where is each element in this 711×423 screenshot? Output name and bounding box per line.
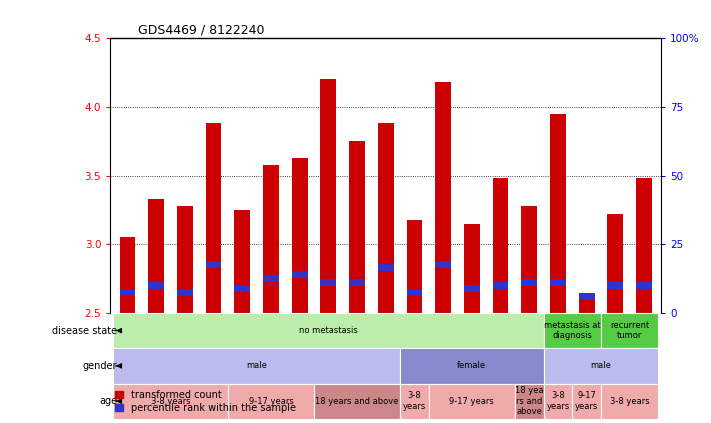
Text: 18 yea
rs and
above: 18 yea rs and above (515, 386, 543, 416)
Bar (119, 289, 135, 296)
Bar (400, 384, 429, 419)
Text: 9-17 years: 9-17 years (249, 397, 294, 406)
Bar (321, 79, 336, 313)
Bar (407, 220, 422, 313)
Text: disease state: disease state (52, 326, 117, 335)
Bar (205, 261, 221, 268)
Text: metastasis at
diagnosis: metastasis at diagnosis (544, 321, 601, 341)
Bar (464, 285, 480, 292)
Bar (544, 313, 601, 348)
Bar (429, 384, 515, 419)
Text: gender: gender (83, 361, 117, 371)
Bar (400, 348, 544, 384)
Text: age: age (100, 396, 117, 406)
Bar (521, 279, 537, 286)
Bar (148, 199, 164, 313)
Text: 3-8 years: 3-8 years (610, 397, 649, 406)
Bar (493, 179, 508, 313)
Bar (205, 124, 221, 313)
Text: 9-17
years: 9-17 years (575, 391, 598, 411)
Text: GDS4469 / 8122240: GDS4469 / 8122240 (138, 24, 264, 37)
Bar (544, 384, 572, 419)
Bar (601, 313, 658, 348)
Bar (579, 293, 594, 300)
Bar (601, 384, 658, 419)
Text: 3-8 years: 3-8 years (151, 397, 191, 406)
Bar (177, 206, 193, 313)
Text: recurrent
tumor: recurrent tumor (610, 321, 649, 341)
Text: 9-17 years: 9-17 years (449, 397, 494, 406)
Text: 18 years and above: 18 years and above (315, 397, 399, 406)
Bar (544, 348, 658, 384)
Bar (292, 271, 308, 278)
Bar (407, 289, 422, 296)
Bar (228, 384, 314, 419)
Bar (235, 285, 250, 292)
Legend: transformed count, percentile rank within the sample: transformed count, percentile rank withi… (115, 390, 296, 413)
Bar (572, 384, 601, 419)
Bar (378, 124, 394, 313)
Bar (113, 313, 544, 348)
Bar (515, 384, 544, 419)
Bar (113, 348, 400, 384)
Bar (550, 114, 566, 313)
Text: 3-8
years: 3-8 years (546, 391, 570, 411)
Bar (464, 224, 480, 313)
Bar (314, 384, 400, 419)
Bar (148, 282, 164, 289)
Bar (550, 279, 566, 286)
Bar (579, 299, 594, 313)
Text: female: female (457, 361, 486, 371)
Bar (349, 141, 365, 313)
Text: male: male (591, 361, 611, 371)
Bar (263, 165, 279, 313)
Bar (235, 210, 250, 313)
Bar (435, 82, 451, 313)
Text: 3-8
years: 3-8 years (403, 391, 426, 411)
Text: no metastasis: no metastasis (299, 326, 358, 335)
Bar (119, 237, 135, 313)
Bar (321, 279, 336, 286)
Bar (113, 384, 228, 419)
Bar (493, 282, 508, 289)
Bar (378, 264, 394, 271)
Bar (521, 206, 537, 313)
Bar (636, 179, 652, 313)
Bar (349, 279, 365, 286)
Bar (607, 214, 624, 313)
Bar (177, 289, 193, 296)
Bar (607, 282, 624, 289)
Bar (636, 282, 652, 289)
Text: male: male (246, 361, 267, 371)
Bar (292, 158, 308, 313)
Bar (263, 275, 279, 282)
Bar (435, 261, 451, 268)
